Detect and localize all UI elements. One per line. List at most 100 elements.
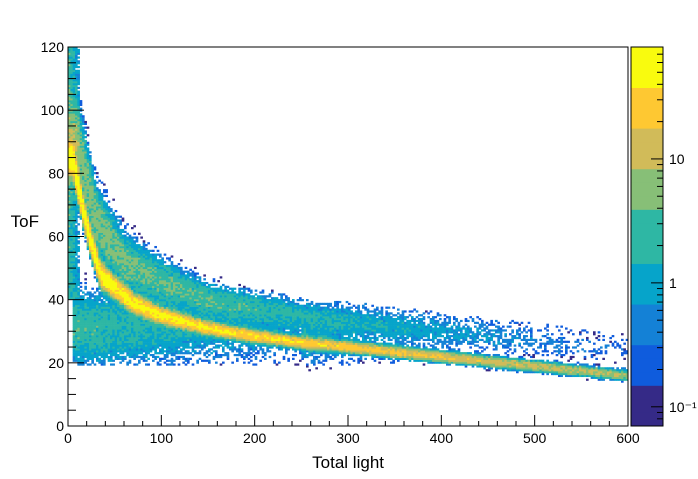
heatmap-cell bbox=[149, 270, 153, 273]
heatmap-cell bbox=[105, 314, 108, 317]
heatmap-cell bbox=[224, 300, 227, 304]
heatmap-cell bbox=[217, 353, 220, 357]
heatmap-cell bbox=[168, 317, 171, 321]
heatmap-cell bbox=[208, 329, 211, 332]
heatmap-cell bbox=[166, 314, 169, 317]
heatmap-cell bbox=[121, 300, 125, 304]
heatmap-cell bbox=[72, 331, 76, 334]
heatmap-cell bbox=[70, 143, 73, 146]
heatmap-cell bbox=[119, 257, 122, 260]
heatmap-cell bbox=[247, 329, 251, 332]
heatmap-cell bbox=[100, 293, 104, 296]
heatmap-cell bbox=[217, 327, 220, 330]
heatmap-cell bbox=[243, 312, 246, 315]
heatmap-cell bbox=[154, 266, 157, 270]
heatmap-cell bbox=[201, 314, 204, 317]
heatmap-cell bbox=[72, 329, 76, 332]
heatmap-cell bbox=[107, 280, 111, 283]
heatmap-cell bbox=[170, 276, 174, 279]
heatmap-cell bbox=[82, 166, 85, 169]
heatmap-cell bbox=[163, 353, 167, 357]
heatmap-cell bbox=[68, 141, 71, 144]
heatmap-cell bbox=[86, 194, 90, 198]
heatmap-cell bbox=[103, 308, 106, 311]
heatmap-cell bbox=[75, 62, 78, 65]
heatmap-cell bbox=[105, 217, 108, 220]
heatmap-cell bbox=[126, 300, 129, 304]
heatmap-cell bbox=[117, 323, 120, 326]
heatmap-cell bbox=[243, 304, 246, 307]
heatmap-cell bbox=[217, 314, 220, 317]
heatmap-cell bbox=[86, 147, 90, 150]
heatmap-cell bbox=[135, 331, 139, 334]
heatmap-cell bbox=[70, 230, 73, 234]
heatmap-cell bbox=[107, 230, 111, 234]
heatmap-cell bbox=[72, 310, 76, 313]
heatmap-cell bbox=[135, 340, 139, 343]
heatmap-cell bbox=[142, 325, 146, 328]
heatmap-cell bbox=[215, 353, 218, 357]
heatmap-cell bbox=[68, 225, 71, 228]
heatmap-cell bbox=[124, 253, 127, 256]
heatmap-cell bbox=[170, 255, 174, 258]
heatmap-cell bbox=[117, 331, 120, 334]
heatmap-cell bbox=[82, 314, 85, 317]
heatmap-cell bbox=[82, 143, 85, 146]
heatmap-cell bbox=[119, 350, 122, 353]
heatmap-cell bbox=[121, 285, 125, 288]
heatmap-cell bbox=[142, 314, 146, 317]
heatmap-cell bbox=[159, 289, 162, 292]
heatmap-cell bbox=[161, 291, 164, 294]
heatmap-cell bbox=[75, 312, 78, 315]
heatmap-cell bbox=[77, 232, 80, 235]
heatmap-cell bbox=[152, 285, 155, 288]
heatmap-cell bbox=[103, 219, 106, 222]
heatmap-cell bbox=[70, 88, 73, 91]
heatmap-cell bbox=[145, 329, 148, 332]
heatmap-cell bbox=[119, 310, 122, 313]
heatmap-cell bbox=[135, 353, 139, 357]
heatmap-cell bbox=[110, 321, 113, 324]
heatmap-cell bbox=[75, 264, 78, 268]
heatmap-cell bbox=[175, 335, 178, 338]
heatmap-cell bbox=[168, 342, 171, 345]
heatmap-cell bbox=[121, 357, 125, 360]
heatmap-cell bbox=[86, 353, 90, 357]
heatmap-cell bbox=[68, 228, 71, 232]
heatmap-cell bbox=[72, 81, 76, 84]
heatmap-cell bbox=[103, 228, 106, 232]
heatmap-cell bbox=[117, 255, 120, 258]
heatmap-cell bbox=[226, 344, 230, 347]
heatmap-cell bbox=[145, 350, 148, 353]
heatmap-cell bbox=[121, 314, 125, 317]
heatmap-cell bbox=[72, 359, 76, 362]
heatmap-cell bbox=[168, 281, 171, 285]
heatmap-cell bbox=[124, 323, 127, 326]
heatmap-cell bbox=[107, 306, 111, 309]
heatmap-cell bbox=[159, 319, 162, 323]
heatmap-cell bbox=[77, 158, 80, 161]
heatmap-cell bbox=[121, 350, 125, 353]
heatmap-cell bbox=[147, 293, 150, 296]
heatmap-cell bbox=[82, 350, 85, 353]
heatmap-cell bbox=[72, 264, 76, 268]
heatmap-cell bbox=[145, 316, 148, 319]
heatmap-cell bbox=[112, 236, 115, 239]
heatmap-cell bbox=[201, 287, 204, 290]
heatmap-cell bbox=[86, 336, 90, 340]
heatmap-cell bbox=[168, 300, 171, 304]
heatmap-cell bbox=[98, 352, 101, 355]
heatmap-cell bbox=[86, 319, 90, 323]
heatmap-cell bbox=[100, 257, 104, 260]
heatmap-cell bbox=[212, 327, 216, 330]
heatmap-cell bbox=[103, 325, 106, 328]
heatmap-cell bbox=[98, 327, 101, 330]
heatmap-cell bbox=[133, 327, 136, 330]
heatmap-cell bbox=[105, 264, 108, 268]
heatmap-cell bbox=[103, 230, 106, 234]
heatmap-cell bbox=[96, 189, 99, 192]
heatmap-cell bbox=[110, 261, 113, 264]
heatmap-cell bbox=[126, 223, 129, 226]
heatmap-cell bbox=[131, 281, 134, 285]
heatmap-cell bbox=[189, 319, 192, 323]
